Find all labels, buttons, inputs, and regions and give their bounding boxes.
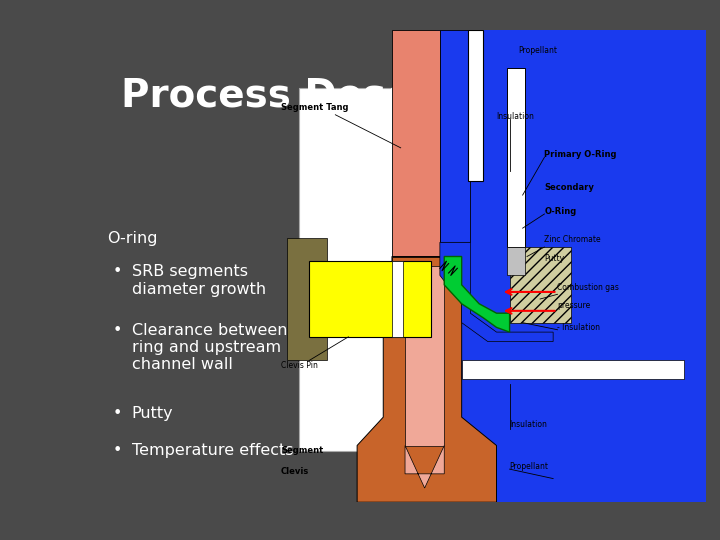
Text: Secondary: Secondary bbox=[544, 184, 594, 192]
Text: Primary O-Ring: Primary O-Ring bbox=[544, 150, 617, 159]
Bar bbox=[510, 247, 570, 322]
Bar bbox=[309, 261, 431, 337]
Text: Propellant: Propellant bbox=[518, 46, 557, 55]
Text: Segment Tang: Segment Tang bbox=[281, 103, 348, 112]
Text: - Insulation: - Insulation bbox=[557, 323, 600, 332]
Text: O-ring: O-ring bbox=[107, 231, 157, 246]
Text: Putty: Putty bbox=[544, 254, 564, 263]
Text: SRB segments
diameter growth: SRB segments diameter growth bbox=[132, 265, 266, 297]
Text: •: • bbox=[112, 322, 122, 338]
Bar bbox=[287, 238, 327, 361]
Text: Propellant: Propellant bbox=[510, 462, 549, 471]
Polygon shape bbox=[436, 322, 706, 502]
Polygon shape bbox=[392, 30, 440, 256]
Text: O-Ring: O-Ring bbox=[544, 207, 577, 216]
Bar bbox=[508, 247, 525, 275]
Polygon shape bbox=[392, 256, 440, 275]
Polygon shape bbox=[462, 361, 684, 379]
Text: •: • bbox=[112, 443, 122, 458]
Polygon shape bbox=[440, 30, 470, 242]
Text: Temperature effects: Temperature effects bbox=[132, 443, 293, 458]
Polygon shape bbox=[440, 242, 553, 341]
Text: Insulation: Insulation bbox=[497, 112, 534, 122]
Text: Segment: Segment bbox=[281, 446, 323, 455]
Text: Process Description: Process Description bbox=[121, 77, 555, 115]
Polygon shape bbox=[436, 30, 706, 502]
Text: •: • bbox=[112, 406, 122, 421]
Text: Clevis: Clevis bbox=[281, 467, 309, 476]
Polygon shape bbox=[444, 256, 510, 332]
Polygon shape bbox=[357, 256, 497, 502]
Text: pressure: pressure bbox=[557, 301, 590, 310]
Text: Clevis Pin: Clevis Pin bbox=[281, 361, 318, 369]
Bar bbox=[508, 68, 525, 247]
Polygon shape bbox=[405, 446, 444, 488]
Text: Putty: Putty bbox=[132, 406, 174, 421]
Text: •: • bbox=[112, 265, 122, 279]
Polygon shape bbox=[405, 266, 444, 446]
Text: Insulation: Insulation bbox=[510, 420, 547, 429]
Text: Zinc Chromate: Zinc Chromate bbox=[544, 235, 601, 244]
Text: Clearance between O-
ring and upstream
channel wall: Clearance between O- ring and upstream c… bbox=[132, 322, 311, 373]
Bar bbox=[392, 261, 403, 337]
Bar bbox=[468, 30, 483, 181]
Text: Combustion gas: Combustion gas bbox=[557, 282, 619, 292]
Bar bbox=[300, 87, 636, 451]
